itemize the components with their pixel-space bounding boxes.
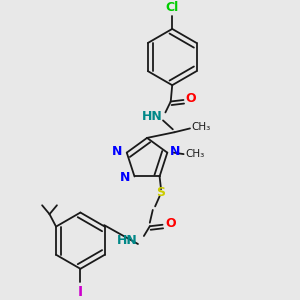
Text: HN: HN (117, 234, 138, 247)
Text: CH₃: CH₃ (185, 149, 204, 159)
Text: N: N (120, 172, 130, 184)
Text: N: N (112, 145, 122, 158)
Text: S: S (157, 186, 166, 199)
Text: I: I (78, 284, 83, 298)
Text: O: O (186, 92, 196, 105)
Text: HN: HN (142, 110, 162, 123)
Text: O: O (165, 217, 175, 230)
Text: N: N (170, 145, 181, 158)
Text: CH₃: CH₃ (191, 122, 211, 132)
Text: Cl: Cl (166, 1, 179, 14)
